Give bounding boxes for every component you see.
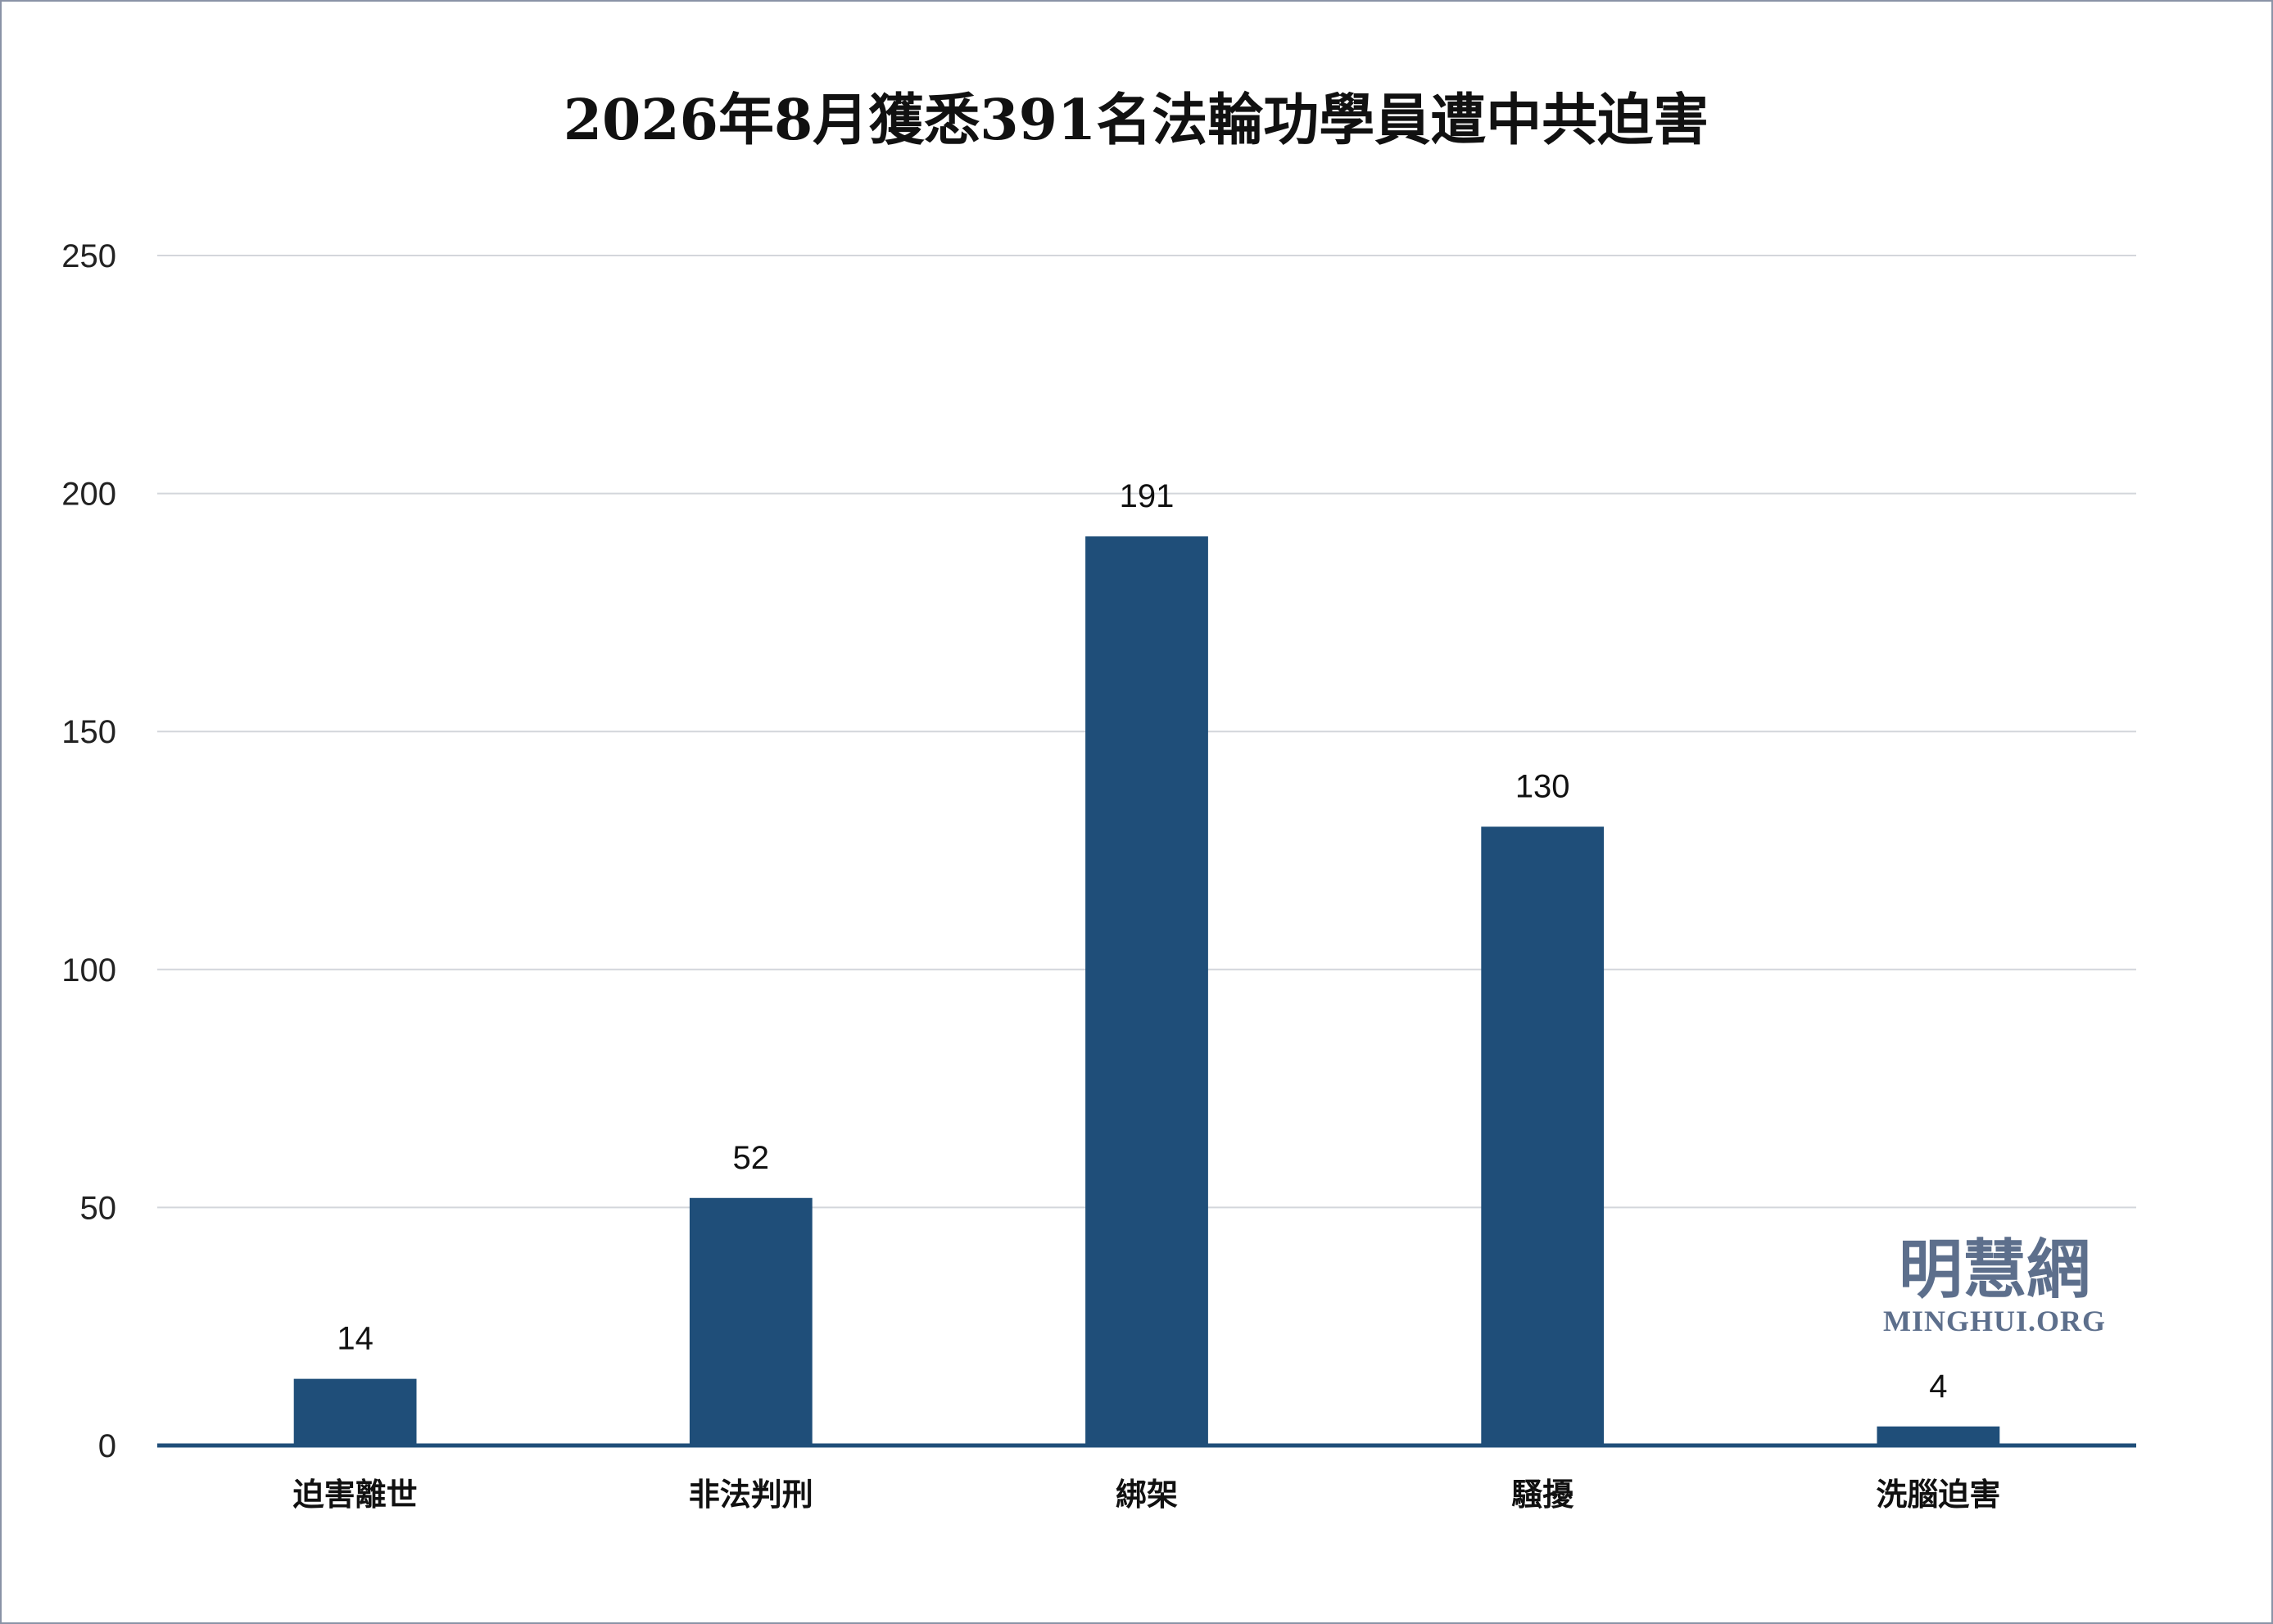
bar (1877, 1426, 2000, 1445)
data-label: 4 (1929, 1368, 1947, 1405)
x-tick-label: 迫害離世 (293, 1477, 418, 1513)
minghui-watermark: 明慧網 MINGHUI.ORG (1883, 1233, 2106, 1337)
data-label: 14 (337, 1321, 374, 1357)
y-tick-label: 150 (61, 714, 116, 750)
data-label: 52 (733, 1140, 770, 1176)
bar (1085, 536, 1208, 1446)
y-tick-label: 250 (61, 238, 116, 274)
bar (293, 1378, 417, 1445)
watermark-cn: 明慧網 (1899, 1233, 2090, 1307)
x-tick-label: 綁架 (1116, 1477, 1178, 1513)
y-tick-label: 0 (98, 1428, 116, 1464)
x-tick-label: 騷擾 (1511, 1477, 1574, 1513)
watermark-en: MINGHUI.ORG (1883, 1305, 2106, 1337)
bar (689, 1197, 813, 1445)
y-tick-label: 100 (61, 952, 116, 988)
data-labels: 14 52 191 130 4 (337, 478, 1947, 1405)
y-tick-label: 50 (80, 1190, 117, 1226)
data-label: 191 (1120, 478, 1175, 514)
y-axis-ticks: 0 50 100 150 200 250 (61, 238, 116, 1464)
x-tick-label: 非法判刑 (689, 1477, 813, 1513)
bars (293, 536, 2000, 1446)
x-axis-ticks: 迫害離世 非法判刑 綁架 騷擾 洗腦迫害 (293, 1477, 2001, 1513)
bar (1481, 826, 1605, 1445)
x-tick-label: 洗腦迫害 (1876, 1477, 2000, 1513)
chart-title: 2026年8月獲悉391名法輪功學員遭中共迫害 (564, 88, 1709, 153)
data-label: 130 (1515, 768, 1570, 804)
y-tick-label: 200 (61, 477, 116, 513)
